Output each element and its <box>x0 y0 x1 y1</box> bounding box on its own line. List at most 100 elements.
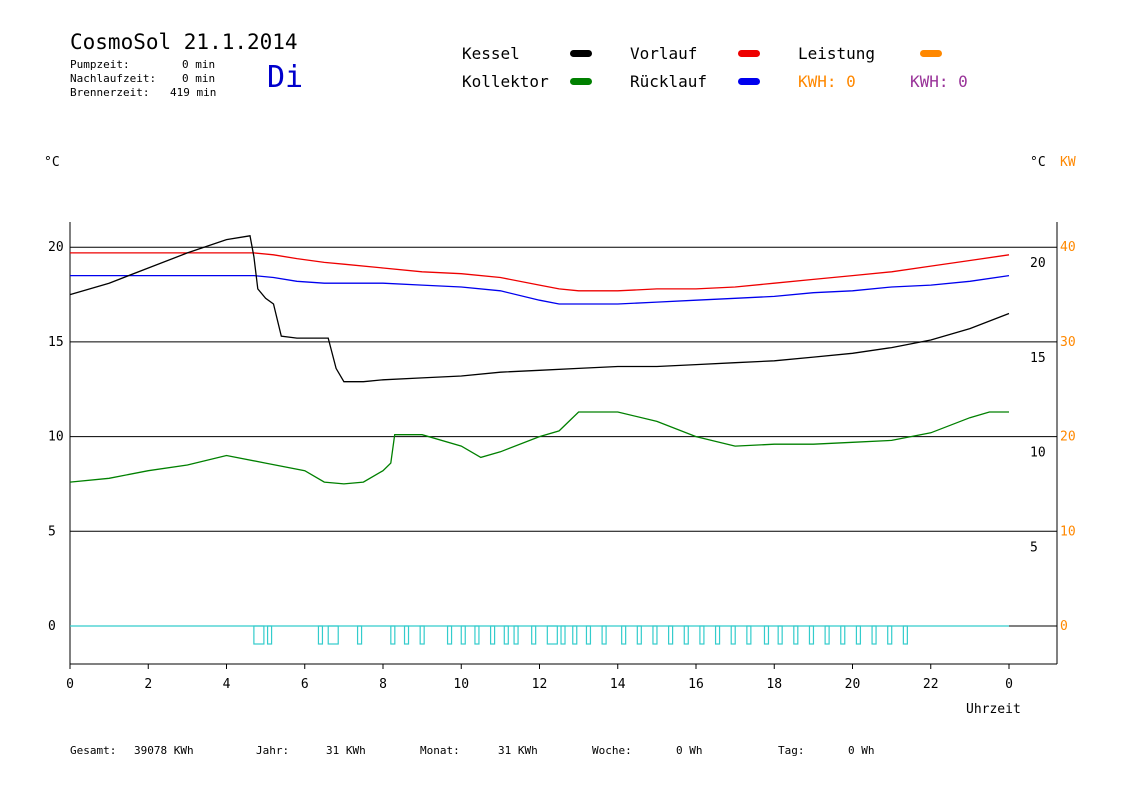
burner-pulse <box>513 625 519 645</box>
legend-ruecklauf-swatch <box>738 78 760 85</box>
legend-leistung-swatch <box>920 50 942 57</box>
burner-pulse <box>683 625 689 645</box>
y-tick-label-right-kw: 30 <box>1060 335 1076 350</box>
y-tick-label-right-kw: 0 <box>1060 619 1068 634</box>
kwh-orange-label: KWH: 0 <box>798 72 856 91</box>
y-tick-label-right-kw: 40 <box>1060 240 1076 255</box>
stat-value: 0 min <box>182 72 216 85</box>
legend-kessel-swatch <box>570 50 592 57</box>
legend-vorlauf-swatch <box>738 50 760 57</box>
x-tick-label: 8 <box>379 677 387 692</box>
chart-title: CosmoSol 21.1.2014 <box>70 30 298 54</box>
burner-pulse <box>503 625 509 645</box>
y-tick-label-right-c: 20 <box>1030 256 1046 271</box>
burner-pulse <box>403 625 410 645</box>
burner-pulse <box>390 625 396 645</box>
burner-pulse <box>546 625 558 645</box>
footer-gesamt-value: 39078 KWh <box>134 744 194 757</box>
x-tick-label: 20 <box>845 677 861 692</box>
y-tick-label-right-c: 15 <box>1030 351 1046 366</box>
stat-label: Brennerzeit: <box>70 86 150 99</box>
burner-pulse <box>902 625 908 645</box>
burner-pulse <box>317 625 324 645</box>
burner-pulse <box>808 625 815 645</box>
x-tick-label: 16 <box>688 677 704 692</box>
burner-pulse <box>699 625 705 645</box>
x-tick-label: 0 <box>66 677 74 692</box>
burner-pulse <box>585 625 592 645</box>
burner-pulse <box>887 625 893 645</box>
weekday-label: Di <box>267 60 304 95</box>
burner-pulse <box>714 625 721 645</box>
burner-pulse <box>777 625 783 645</box>
legend-kollektor-swatch <box>570 78 592 85</box>
burner-pulse <box>460 625 466 645</box>
kwh-purple-label: KWH: 0 <box>910 72 968 91</box>
y-tick-label-right-c: 10 <box>1030 446 1046 461</box>
burner-pulse <box>531 625 537 645</box>
footer-woche-value: 0 Wh <box>676 744 703 757</box>
footer-gesamt-label: Gesamt: <box>70 744 117 757</box>
burner-pulse <box>871 625 877 645</box>
series-line-kollektor <box>69 411 1009 485</box>
burner-pulse <box>730 625 736 645</box>
series-line-vorlauf <box>70 252 1010 292</box>
x-tick-label: 18 <box>766 677 782 692</box>
footer-woche-label: Woche: <box>592 744 632 757</box>
stat-label: Nachlaufzeit: <box>70 72 157 85</box>
stat-value: 419 min <box>170 86 217 99</box>
stat-label: Pumpzeit: <box>70 58 130 71</box>
burner-pulse <box>824 625 830 645</box>
stat-value: 0 min <box>182 58 216 71</box>
burner-pulse <box>621 625 627 645</box>
burner-pulse <box>560 625 566 645</box>
legend-kessel-label: Kessel <box>462 44 520 63</box>
x-tick-label: 12 <box>532 677 548 692</box>
y-tick-label-left: 20 <box>48 240 64 255</box>
y-tick-label-left: 5 <box>48 524 56 539</box>
legend-kollektor-label: Kollektor <box>462 72 549 91</box>
x-tick-label: 10 <box>453 677 469 692</box>
burner-pulse <box>601 625 607 645</box>
y-tick-label-right-c: 5 <box>1030 540 1038 555</box>
y-tick-label-right-kw: 10 <box>1060 524 1076 539</box>
right-unit-c-label: °C <box>1030 155 1046 170</box>
footer-monat-value: 31 KWh <box>498 744 538 757</box>
x-tick-label: 22 <box>923 677 939 692</box>
x-tick-label: 2 <box>144 677 152 692</box>
right-unit-kw-label: KW <box>1060 155 1076 170</box>
burner-pulse <box>253 625 265 645</box>
burner-pulse <box>746 625 752 645</box>
x-tick-label: 6 <box>301 677 309 692</box>
legend-ruecklauf-label: Rücklauf <box>630 72 708 91</box>
burner-pulse <box>668 625 674 645</box>
burner-pulse <box>266 625 273 645</box>
burner-pulse <box>636 625 642 645</box>
series-line-rcklauf <box>70 274 1010 305</box>
burner-pulse <box>840 625 846 645</box>
burner-pulse <box>474 625 480 645</box>
burner-pulse <box>489 625 496 645</box>
y-tick-label-left: 15 <box>48 335 64 350</box>
burner-pulse <box>763 625 770 645</box>
burner-pulse <box>572 625 578 645</box>
left-unit-label: °C <box>44 155 60 170</box>
series-line-kessel <box>69 235 1010 383</box>
x-tick-label: 4 <box>223 677 231 692</box>
burner-pulse <box>855 625 862 645</box>
footer-tag-label: Tag: <box>778 744 805 757</box>
burner-pulse <box>327 625 339 645</box>
burner-pulse <box>793 625 799 645</box>
x-tick-label: 0 <box>1005 677 1013 692</box>
burner-pulse <box>356 625 363 645</box>
burner-pulse <box>652 625 658 645</box>
y-tick-label-right-kw: 20 <box>1060 430 1076 445</box>
footer-jahr-label: Jahr: <box>256 744 290 757</box>
burner-pulse <box>446 625 453 645</box>
burner-pulse <box>419 625 425 645</box>
footer-monat-label: Monat: <box>420 744 460 757</box>
legend-leistung-label: Leistung <box>798 44 876 63</box>
y-tick-label-left: 10 <box>48 430 64 445</box>
footer-jahr-value: 31 KWh <box>326 744 366 757</box>
